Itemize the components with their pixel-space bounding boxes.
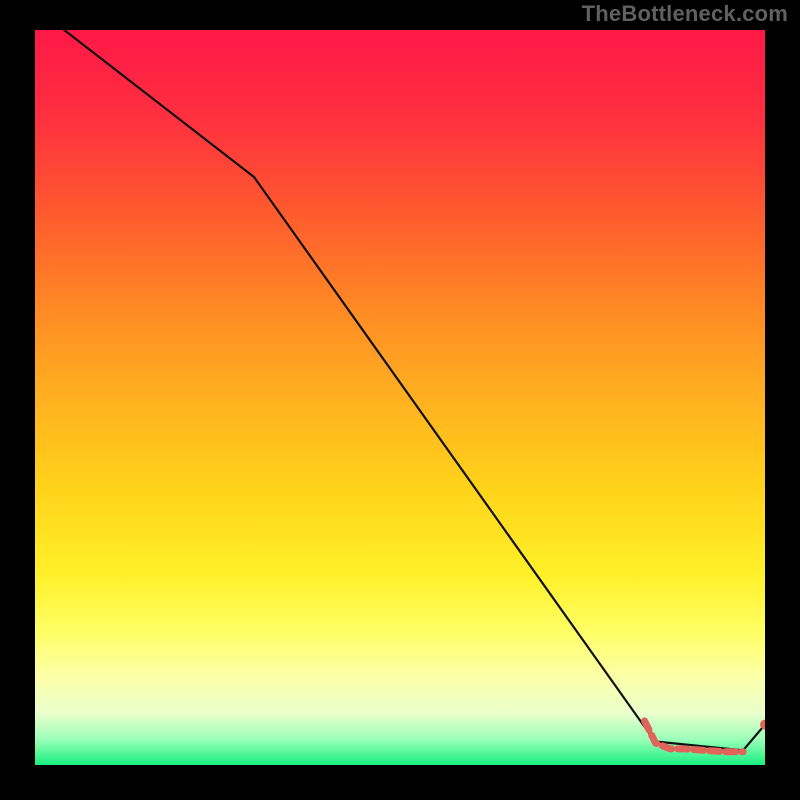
stage: TheBottleneck.com xyxy=(0,0,800,800)
series-main-line xyxy=(64,30,765,750)
series-end-marker-point xyxy=(760,720,770,730)
series-highlighted-segment xyxy=(645,721,744,752)
chart-overlay-svg xyxy=(0,0,800,800)
watermark-text: TheBottleneck.com xyxy=(582,1,788,27)
